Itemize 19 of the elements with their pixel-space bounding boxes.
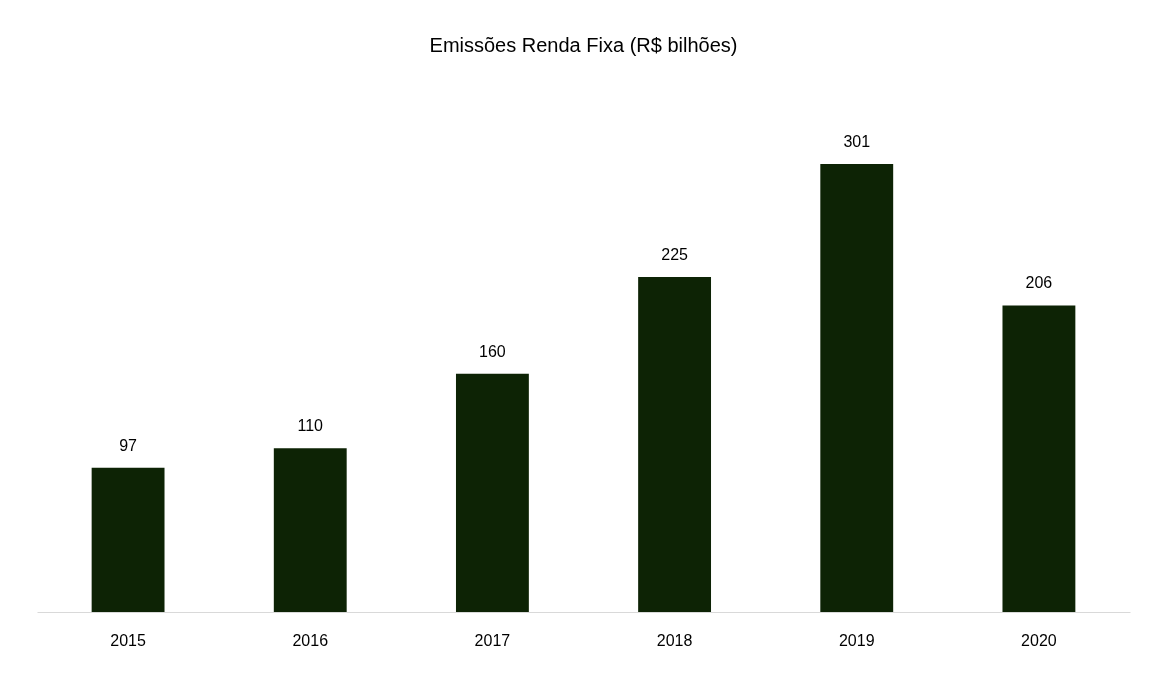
bar xyxy=(455,373,529,612)
data-label: 110 xyxy=(297,417,324,435)
bar xyxy=(820,164,894,612)
bar xyxy=(273,448,347,612)
data-label: 160 xyxy=(479,342,506,360)
x-tick-label: 2015 xyxy=(110,631,146,649)
chart-title: Emissões Renda Fixa (R$ bilhões) xyxy=(429,34,738,56)
bar xyxy=(1002,305,1076,612)
bar xyxy=(638,277,712,612)
data-label: 225 xyxy=(661,246,689,264)
x-tick-label: 2018 xyxy=(656,631,693,649)
x-tick-label: 2020 xyxy=(1021,631,1057,649)
bar xyxy=(91,467,165,612)
x-tick-label: 2017 xyxy=(474,631,511,649)
data-label: 301 xyxy=(843,133,871,150)
x-tick-label: 2019 xyxy=(838,631,875,649)
data-label: 206 xyxy=(1025,274,1053,292)
x-tick-label: 2016 xyxy=(292,631,329,649)
data-label: 97 xyxy=(119,436,138,454)
